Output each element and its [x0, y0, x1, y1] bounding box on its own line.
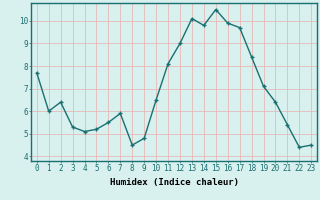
X-axis label: Humidex (Indice chaleur): Humidex (Indice chaleur): [109, 178, 238, 187]
